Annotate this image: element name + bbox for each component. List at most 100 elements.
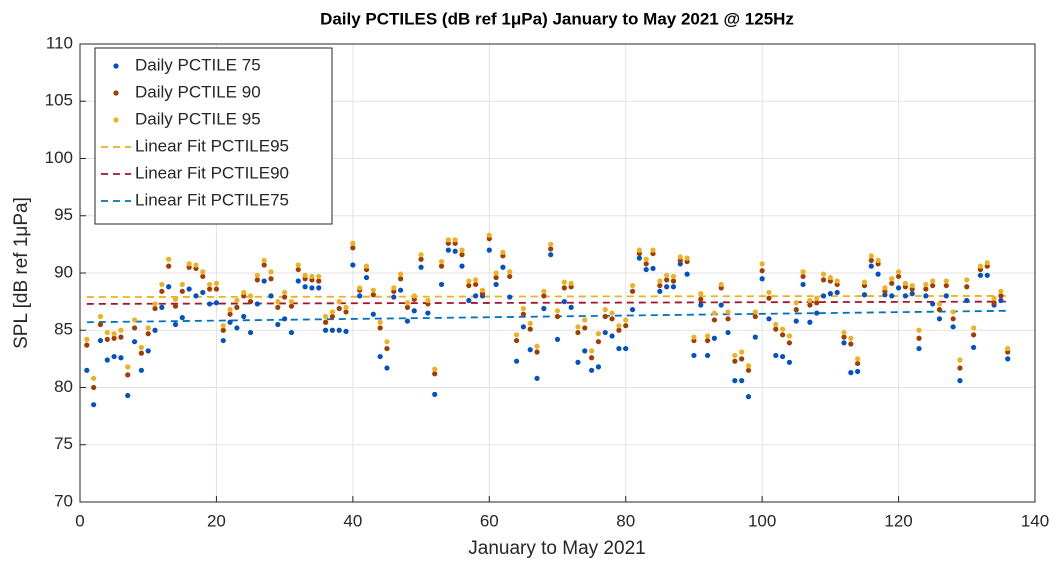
data-point xyxy=(855,360,861,367)
data-point xyxy=(131,339,138,345)
data-point xyxy=(186,261,192,267)
data-point xyxy=(541,305,547,312)
data-point xyxy=(152,305,158,312)
data-point xyxy=(534,343,540,349)
data-point xyxy=(589,367,595,373)
data-point xyxy=(329,309,335,315)
data-point xyxy=(261,278,267,284)
data-point xyxy=(861,279,868,285)
data-point xyxy=(193,293,199,299)
data-point xyxy=(145,331,151,337)
data-point xyxy=(889,276,895,282)
data-point xyxy=(193,262,199,268)
data-point xyxy=(725,316,731,322)
y-tick-label: 85 xyxy=(54,320,73,339)
x-tick-label: 120 xyxy=(884,511,912,530)
data-point xyxy=(923,281,929,288)
data-point xyxy=(732,378,738,384)
data-point xyxy=(541,293,547,299)
data-point xyxy=(568,304,574,310)
data-point xyxy=(282,316,288,322)
data-point xyxy=(479,287,486,293)
data-point xyxy=(513,337,520,344)
data-point xyxy=(513,332,520,338)
data-point xyxy=(732,358,738,364)
data-point xyxy=(943,278,949,284)
data-point xyxy=(766,289,772,296)
data-point xyxy=(275,304,281,310)
data-point xyxy=(677,254,683,260)
data-point xyxy=(275,321,281,328)
data-point xyxy=(118,327,124,333)
data-point xyxy=(616,323,622,329)
data-point xyxy=(288,329,295,336)
data-point xyxy=(534,375,540,381)
data-point xyxy=(213,280,220,286)
data-point xyxy=(998,293,1004,299)
data-point xyxy=(554,336,561,343)
data-point xyxy=(513,358,520,364)
data-point xyxy=(991,295,997,301)
data-point xyxy=(438,281,445,288)
data-point xyxy=(957,378,963,384)
data-point xyxy=(589,355,595,361)
data-point xyxy=(923,286,929,292)
data-point xyxy=(725,329,731,336)
data-point xyxy=(629,307,636,313)
data-point xyxy=(595,339,602,345)
data-point xyxy=(636,247,642,253)
data-point xyxy=(841,334,847,340)
data-point xyxy=(418,252,424,258)
data-point xyxy=(84,336,90,343)
y-tick-label: 95 xyxy=(54,205,73,224)
data-point xyxy=(172,321,179,328)
data-point xyxy=(295,262,301,268)
legend-label: Daily PCTILE 95 xyxy=(135,109,261,128)
data-point xyxy=(541,288,547,294)
data-point xyxy=(104,357,110,363)
data-point xyxy=(391,285,397,291)
data-point xyxy=(691,352,697,359)
data-point xyxy=(575,329,581,336)
data-point xyxy=(322,313,329,320)
data-point xyxy=(848,370,854,376)
data-point xyxy=(704,333,711,339)
y-tick-label: 90 xyxy=(54,262,73,281)
data-point xyxy=(889,293,895,299)
legend-swatch xyxy=(113,117,119,123)
data-point xyxy=(138,350,144,356)
data-point xyxy=(711,310,717,316)
data-point xyxy=(343,328,349,334)
x-tick-label: 80 xyxy=(616,511,635,530)
data-point xyxy=(302,284,308,290)
data-point xyxy=(1005,356,1011,362)
data-point xyxy=(657,282,663,289)
data-point xyxy=(643,261,649,267)
data-point xyxy=(288,303,295,309)
data-point xyxy=(179,288,185,294)
data-point xyxy=(943,293,949,299)
y-tick-label: 110 xyxy=(46,33,73,52)
data-point xyxy=(207,286,213,292)
data-point xyxy=(507,273,513,280)
data-point xyxy=(650,247,656,253)
data-point xyxy=(950,324,956,330)
data-point xyxy=(404,318,411,324)
data-point xyxy=(254,277,260,283)
data-point xyxy=(220,327,226,333)
data-point xyxy=(766,295,772,301)
data-point xyxy=(704,352,711,359)
data-point xyxy=(855,368,861,375)
data-point xyxy=(507,269,513,275)
data-point xyxy=(834,278,840,284)
data-point xyxy=(609,333,615,339)
data-point xyxy=(104,329,110,336)
data-point xyxy=(780,326,786,332)
data-point xyxy=(820,271,827,277)
data-point xyxy=(227,307,233,313)
data-point xyxy=(418,264,424,270)
data-point xyxy=(650,265,656,272)
fit-line xyxy=(86,309,1008,324)
data-point xyxy=(561,285,567,291)
x-tick-label: 140 xyxy=(1021,511,1049,530)
